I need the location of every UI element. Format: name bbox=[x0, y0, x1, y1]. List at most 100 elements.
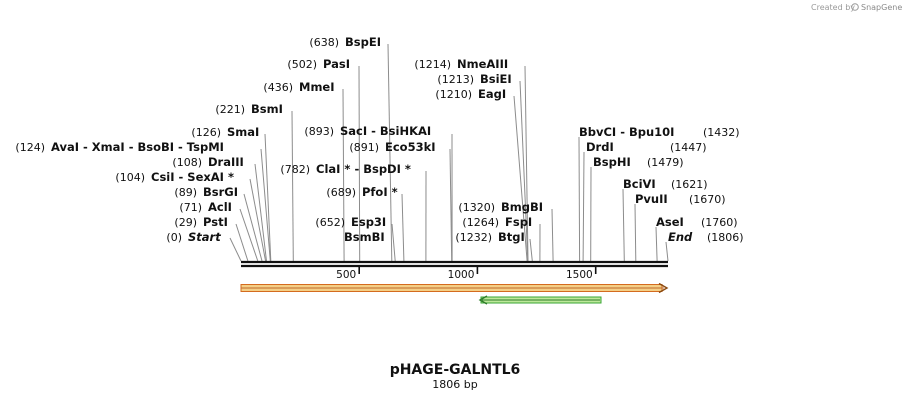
restriction-site[interactable]: BmgBI (1320) bbox=[458, 200, 543, 214]
site-enzyme-name[interactable]: DrdI bbox=[586, 140, 614, 154]
site-position: (689) bbox=[326, 186, 356, 199]
site-enzyme-name[interactable]: Esp3I bbox=[351, 215, 386, 229]
site-enzyme-name[interactable]: BciVI bbox=[623, 177, 656, 191]
site-enzyme-name[interactable]: AclI bbox=[208, 200, 232, 214]
site-leader-line bbox=[401, 193, 405, 262]
restriction-site[interactable]: CsiI - SexAI * (104) bbox=[115, 170, 234, 184]
restriction-site[interactable]: BspHI (1479) bbox=[593, 155, 684, 169]
site-position: (891) bbox=[349, 141, 379, 154]
restriction-site[interactable]: PfoI * (689) bbox=[326, 185, 397, 199]
site-leader-line bbox=[387, 43, 393, 262]
site-enzyme-name[interactable]: BsrGI bbox=[203, 185, 238, 199]
site-enzyme-name[interactable]: CsiI - SexAI * bbox=[151, 170, 234, 184]
site-leader-line bbox=[582, 151, 585, 262]
site-enzyme-name[interactable]: PfoI * bbox=[362, 185, 398, 199]
restriction-site[interactable]: PstI (29) bbox=[174, 215, 227, 229]
site-enzyme-name[interactable]: SacI - BsiHKAI bbox=[340, 124, 431, 138]
restriction-site[interactable]: BtgI (1232) bbox=[455, 230, 524, 244]
restriction-site[interactable]: MmeI (436) bbox=[263, 80, 334, 94]
restriction-site[interactable]: FspI (1264) bbox=[462, 215, 532, 229]
site-position: (0) bbox=[166, 231, 182, 244]
restriction-site[interactable]: DraIII (108) bbox=[172, 155, 243, 169]
site-position: (1447) bbox=[670, 141, 707, 154]
site-leader-line bbox=[229, 237, 242, 262]
site-leader-line bbox=[578, 136, 581, 262]
restriction-site[interactable]: AclI (71) bbox=[179, 200, 232, 214]
restriction-site[interactable]: PvuII (1670) bbox=[635, 192, 726, 206]
site-enzyme-name[interactable]: BspHI bbox=[593, 155, 631, 169]
restriction-site[interactable]: BbvCI - Bpu10I (1432) bbox=[579, 125, 740, 139]
site-leader-line bbox=[342, 88, 345, 262]
site-enzyme-name[interactable]: BsiEI bbox=[480, 72, 512, 86]
site-enzyme-name[interactable]: MmeI bbox=[299, 80, 335, 94]
site-enzyme-name[interactable]: BsmI bbox=[251, 102, 283, 116]
site-leader-line bbox=[254, 163, 267, 262]
site-enzyme-name[interactable]: EagI bbox=[478, 87, 506, 101]
site-enzyme-name[interactable]: DraIII bbox=[208, 155, 244, 169]
restriction-site[interactable]: ClaI * - BspDI * (782) bbox=[280, 162, 411, 176]
site-position: (1621) bbox=[671, 178, 708, 191]
restriction-site[interactable]: End (1806) bbox=[668, 230, 744, 244]
site-leader-line bbox=[249, 178, 267, 262]
site-position: (1320) bbox=[458, 201, 495, 214]
site-enzyme-name[interactable]: Start bbox=[188, 230, 221, 244]
restriction-site[interactable]: AvaI - XmaI - BsoBI - TspMI (124) bbox=[15, 140, 224, 154]
site-leader-line bbox=[260, 148, 271, 262]
restriction-site[interactable]: SacI - BsiHKAI (893) bbox=[304, 124, 431, 138]
site-enzyme-name[interactable]: BmgBI bbox=[501, 200, 543, 214]
restriction-site[interactable]: BspEI (638) bbox=[309, 35, 381, 49]
site-enzyme-name[interactable]: AvaI - XmaI - BsoBI - TspMI bbox=[51, 140, 224, 154]
site-position: (1214) bbox=[414, 58, 451, 71]
restriction-site[interactable]: NmeAIII (1214) bbox=[414, 57, 508, 71]
site-position: (124) bbox=[15, 141, 45, 154]
restriction-site[interactable]: SmaI (126) bbox=[191, 125, 259, 139]
site-leader-line bbox=[513, 95, 528, 262]
site-enzyme-name[interactable]: PvuII bbox=[635, 192, 668, 206]
site-enzyme-name[interactable]: BbvCI - Bpu10I bbox=[579, 125, 674, 139]
restriction-site[interactable]: DrdI (1447) bbox=[586, 140, 707, 154]
site-position: (1670) bbox=[689, 193, 726, 206]
restriction-site[interactable]: BsmBI bbox=[344, 230, 385, 244]
site-leader-line bbox=[529, 238, 533, 262]
site-enzyme-name[interactable]: Eco53kI bbox=[385, 140, 436, 154]
restriction-site[interactable]: BsiEI (1213) bbox=[437, 72, 511, 86]
site-leader-line bbox=[551, 208, 554, 262]
site-leader-line bbox=[243, 193, 263, 262]
site-enzyme-name[interactable]: BtgI bbox=[498, 230, 525, 244]
site-position: (893) bbox=[304, 125, 334, 138]
restriction-site[interactable]: BciVI (1621) bbox=[623, 177, 708, 191]
site-position: (104) bbox=[115, 171, 145, 184]
site-enzyme-name[interactable]: PstI bbox=[203, 215, 228, 229]
site-position: (782) bbox=[280, 163, 310, 176]
site-enzyme-name[interactable]: SmaI bbox=[227, 125, 259, 139]
restriction-site[interactable]: AseI (1760) bbox=[656, 215, 738, 229]
snapgene-logo: SnapGene bbox=[851, 3, 902, 12]
site-position: (1806) bbox=[707, 231, 744, 244]
site-enzyme-name[interactable]: BspEI bbox=[345, 35, 381, 49]
site-leader-line bbox=[622, 188, 625, 262]
site-enzyme-name[interactable]: ClaI * - BspDI * bbox=[316, 162, 411, 176]
site-leader-line bbox=[449, 148, 453, 262]
site-enzyme-name[interactable]: FspI bbox=[505, 215, 532, 229]
site-enzyme-name[interactable]: PasI bbox=[323, 57, 350, 71]
credit-brand: SnapGene bbox=[861, 3, 902, 12]
restriction-site[interactable]: Esp3I (652) bbox=[315, 215, 386, 229]
restriction-site[interactable]: Eco53kI (891) bbox=[349, 140, 435, 154]
site-enzyme-name[interactable]: End bbox=[668, 230, 693, 244]
credit-text: Created by bbox=[811, 3, 855, 12]
restriction-site[interactable]: PasI (502) bbox=[287, 57, 350, 71]
reverse-feature-arrow[interactable] bbox=[478, 295, 602, 305]
restriction-site[interactable]: Start (0) bbox=[166, 230, 221, 244]
site-enzyme-name[interactable]: AseI bbox=[656, 215, 684, 229]
site-enzyme-name[interactable]: NmeAIII bbox=[457, 57, 508, 71]
snapgene-icon bbox=[851, 3, 859, 11]
site-enzyme-name[interactable]: BsmBI bbox=[344, 230, 385, 244]
restriction-site[interactable]: EagI (1210) bbox=[435, 87, 506, 101]
forward-feature-arrow[interactable] bbox=[240, 282, 669, 294]
site-leader-line bbox=[519, 80, 529, 262]
restriction-site[interactable]: BsrGI (89) bbox=[174, 185, 238, 199]
restriction-site[interactable]: BsmI (221) bbox=[215, 102, 282, 116]
site-leader-line bbox=[524, 65, 529, 262]
site-leader-line bbox=[665, 241, 669, 262]
